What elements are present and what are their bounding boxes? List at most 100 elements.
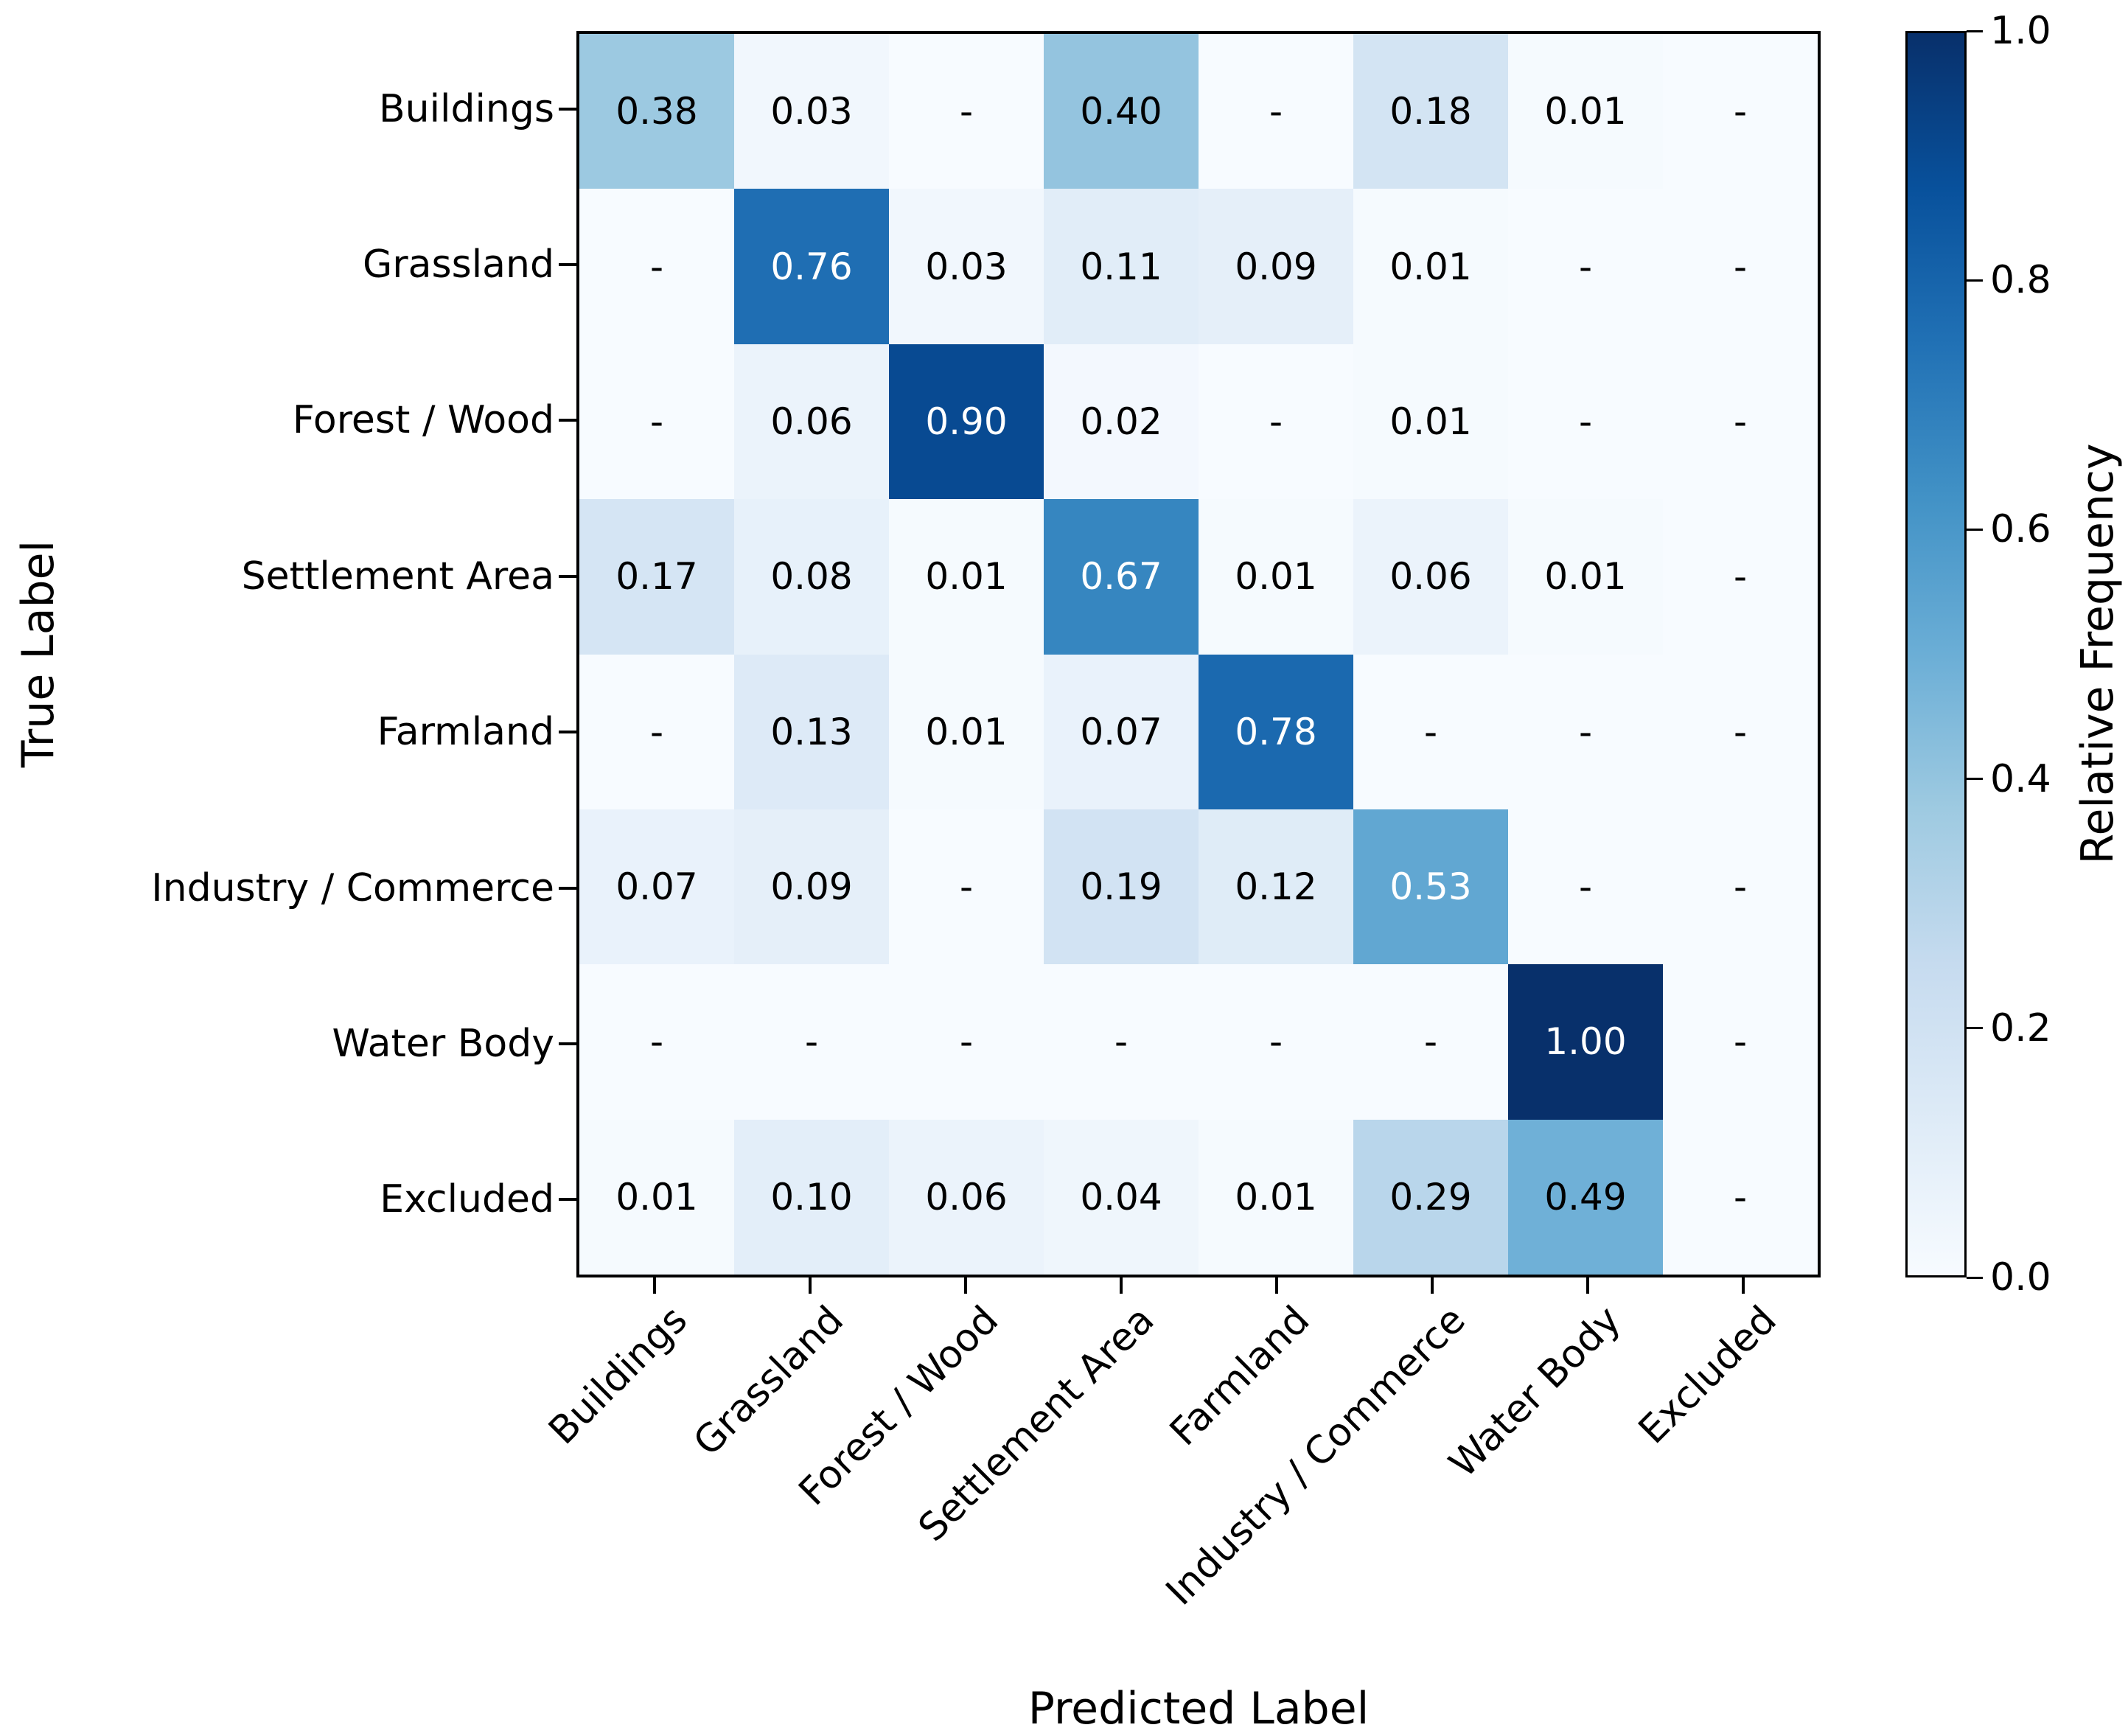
heatmap-cell: 0.40 [1044, 34, 1199, 189]
heatmap-cell: 0.08 [734, 499, 889, 655]
heatmap-cell: 0.76 [734, 189, 889, 344]
x-tick-label: Grassland [685, 1297, 852, 1465]
heatmap-plot-area: 0.38 0.03-0.40-0.18 0.01- -0.76 0.03 0.11 0.09… [576, 31, 1821, 1277]
heatmap-cell: 0.01 [1199, 499, 1353, 655]
heatmap-cell: 0.11 [1044, 189, 1199, 344]
colorbar-tick-label: 0.0 [1990, 1255, 2051, 1300]
y-tick-mark [559, 574, 576, 578]
heatmap-cell: - [1199, 964, 1353, 1120]
y-tick-label: Industry / Commerce [151, 865, 554, 910]
heatmap-cell: - [889, 809, 1044, 965]
colorbar-tick-label: 0.4 [1990, 756, 2051, 801]
heatmap-cell: 0.02 [1044, 344, 1199, 500]
heatmap-cell: 0.07 [1044, 654, 1199, 809]
colorbar-tick-mark [1967, 528, 1983, 531]
y-tick-label: Water Body [332, 1021, 554, 1066]
y-tick-label: Farmland [377, 710, 554, 755]
x-tick-label: Excluded [1630, 1297, 1785, 1453]
x-tick-mark [1585, 1277, 1589, 1294]
y-tick-label: Settlement Area [241, 554, 554, 599]
heatmap-cell: 0.01 [889, 499, 1044, 655]
heatmap-cell: - [1508, 654, 1663, 809]
x-tick-mark [1430, 1277, 1434, 1294]
colorbar-tick-mark [1967, 1027, 1983, 1030]
heatmap-cell: 0.06 [1353, 499, 1508, 655]
heatmap-cell: 0.01 [1508, 499, 1663, 655]
x-tick-label: Farmland [1162, 1297, 1319, 1455]
heatmap-cell: - [1663, 654, 1818, 809]
heatmap-cell: - [579, 964, 734, 1120]
x-tick-mark [1274, 1277, 1278, 1294]
y-tick-mark [559, 731, 576, 734]
y-tick-mark [559, 263, 576, 267]
y-tick-label: Excluded [380, 1177, 554, 1222]
heatmap-cell: 0.03 [734, 34, 889, 189]
x-tick-mark [652, 1277, 656, 1294]
colorbar-tick-label: 0.8 [1990, 258, 2051, 303]
y-tick-mark [559, 1198, 576, 1202]
heatmap-cell: - [1663, 189, 1818, 344]
heatmap-cell: 0.06 [734, 344, 889, 500]
heatmap-cell: - [734, 964, 889, 1120]
heatmap-cell: 0.12 [1199, 809, 1353, 965]
heatmap-cell: 0.19 [1044, 809, 1199, 965]
heatmap-cell: 0.67 [1044, 499, 1199, 655]
heatmap-cell: - [889, 964, 1044, 1120]
heatmap-cell: 0.01 [579, 1119, 734, 1275]
heatmap-cell: - [1353, 654, 1508, 809]
heatmap-cell: - [1044, 964, 1199, 1120]
heatmap-cell: - [579, 189, 734, 344]
heatmap-cell: - [1353, 964, 1508, 1120]
x-tick-mark [808, 1277, 812, 1294]
heatmap-cell: - [1199, 34, 1353, 189]
y-tick-mark [559, 1042, 576, 1045]
heatmap-cell: 0.49 [1508, 1119, 1663, 1275]
colorbar-tick-mark [1967, 1276, 1983, 1279]
y-tick-label: Buildings [378, 86, 554, 131]
heatmap-cell: 0.01 [1508, 34, 1663, 189]
y-tick-mark [559, 419, 576, 422]
heatmap-cell: 0.17 [579, 499, 734, 655]
heatmap-cell: - [579, 654, 734, 809]
heatmap-cell: - [1663, 499, 1818, 655]
heatmap-cell: - [1663, 1119, 1818, 1275]
heatmap-cell: 0.13 [734, 654, 889, 809]
colorbar-tick-label: 0.6 [1990, 507, 2051, 552]
heatmap-cell: - [1663, 964, 1818, 1120]
heatmap-cell: - [1508, 809, 1663, 965]
heatmap-cell: 0.04 [1044, 1119, 1199, 1275]
heatmap-cell: 0.07 [579, 809, 734, 965]
y-tick-label: Grassland [363, 243, 554, 287]
colorbar [1905, 31, 1967, 1277]
y-tick-mark [559, 107, 576, 111]
heatmap-cell: - [1199, 344, 1353, 500]
heatmap-cell: 0.09 [1199, 189, 1353, 344]
heatmap-cell: 0.06 [889, 1119, 1044, 1275]
heatmap-cell: 0.38 [579, 34, 734, 189]
x-tick-mark [1741, 1277, 1745, 1294]
heatmap-cell: 0.03 [889, 189, 1044, 344]
heatmap-cell: - [1508, 344, 1663, 500]
heatmap-cell: 0.18 [1353, 34, 1508, 189]
x-tick-label: Industry / Commerce [1157, 1297, 1474, 1614]
heatmap-cell: 0.01 [1353, 189, 1508, 344]
heatmap-cell: 0.53 [1353, 809, 1508, 965]
heatmap-cell: - [1508, 189, 1663, 344]
heatmap-cell: - [889, 34, 1044, 189]
colorbar-tick-mark [1967, 778, 1983, 781]
heatmap-cell: 0.10 [734, 1119, 889, 1275]
heatmap-cell: - [1663, 809, 1818, 965]
heatmap-cell: - [579, 344, 734, 500]
heatmap-cell: 1.00 [1508, 964, 1663, 1120]
x-axis-title: Predicted Label [1028, 1683, 1370, 1735]
heatmap-cell: 0.78 [1199, 654, 1353, 809]
colorbar-tick-mark [1967, 29, 1983, 32]
heatmap-cell: 0.01 [889, 654, 1044, 809]
x-tick-label: Buildings [540, 1297, 697, 1454]
heatmap-cell: 0.09 [734, 809, 889, 965]
colorbar-tick-label: 0.2 [1990, 1005, 2051, 1050]
heatmap-cell: 0.01 [1353, 344, 1508, 500]
heatmap-cell: 0.29 [1353, 1119, 1508, 1275]
heatmap-cell: - [1663, 34, 1818, 189]
